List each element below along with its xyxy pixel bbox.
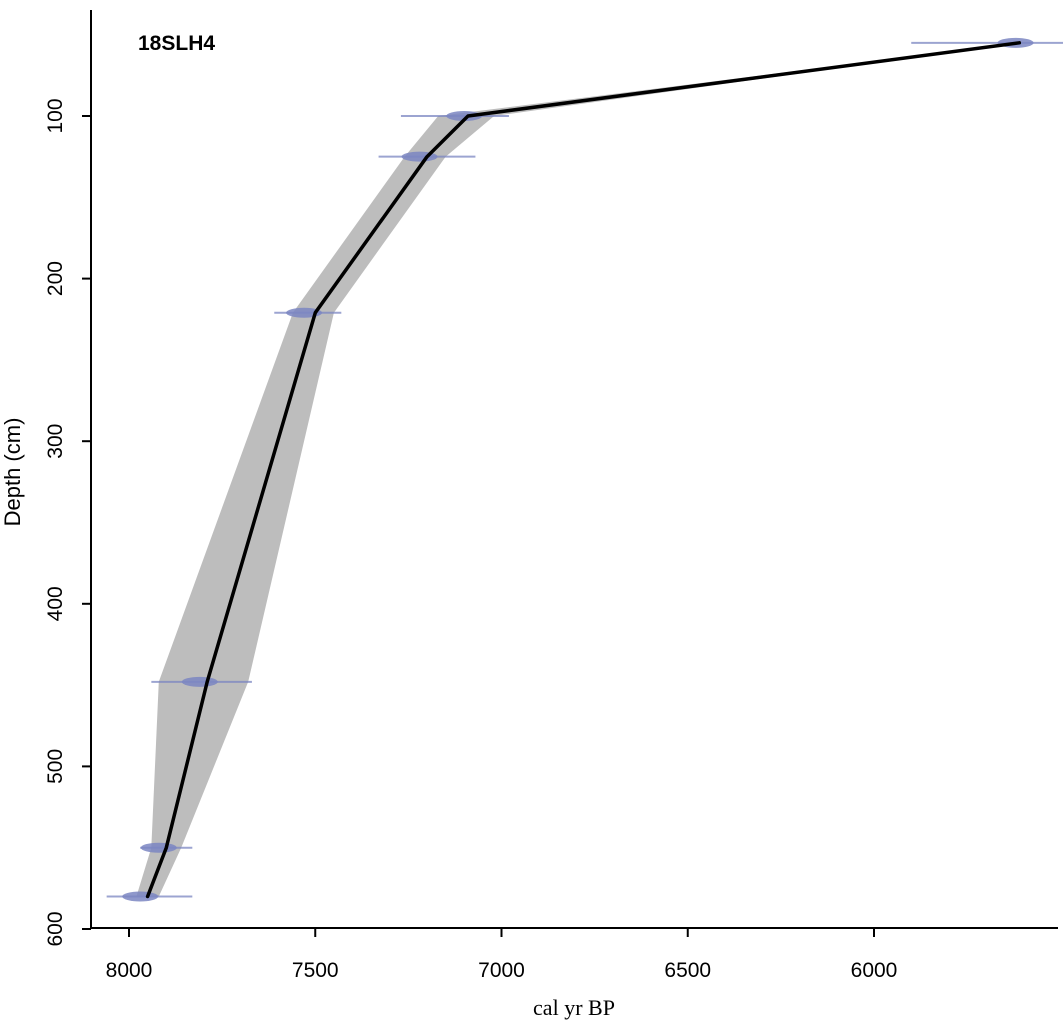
- date-probability-marker: [181, 676, 218, 687]
- date-probability-marker: [446, 111, 483, 121]
- y-tick-label: 200: [44, 261, 67, 296]
- x-tick-label: 7500: [292, 959, 339, 982]
- axes-layer: [90, 10, 1058, 929]
- x-axis-title: cal yr BP: [533, 995, 615, 1020]
- panel-label: 18SLH4: [138, 32, 215, 55]
- y-axis-ticks: 100 200 300 400 500 600: [44, 98, 91, 947]
- date-probability-marker: [140, 842, 177, 853]
- x-tick-label: 6500: [664, 959, 711, 982]
- x-tick-label: 8000: [106, 959, 153, 982]
- median-age-line: [145, 41, 1022, 899]
- y-tick-label: 500: [44, 749, 67, 784]
- x-tick-label: 7000: [478, 959, 525, 982]
- y-tick-label: 100: [44, 98, 67, 133]
- y-tick-label: 400: [44, 586, 67, 621]
- y-tick-label: 300: [44, 424, 67, 459]
- y-tick-label: 600: [44, 911, 67, 946]
- dated-sample: [400, 111, 509, 121]
- x-tick-label: 6000: [851, 959, 898, 982]
- y-axis-title: Depth (cm): [0, 418, 25, 527]
- median-line-layer: [145, 41, 1022, 899]
- x-axis-ticks: 8000 7500 7000 6500 6000: [106, 928, 898, 982]
- date-probability-marker: [122, 891, 159, 902]
